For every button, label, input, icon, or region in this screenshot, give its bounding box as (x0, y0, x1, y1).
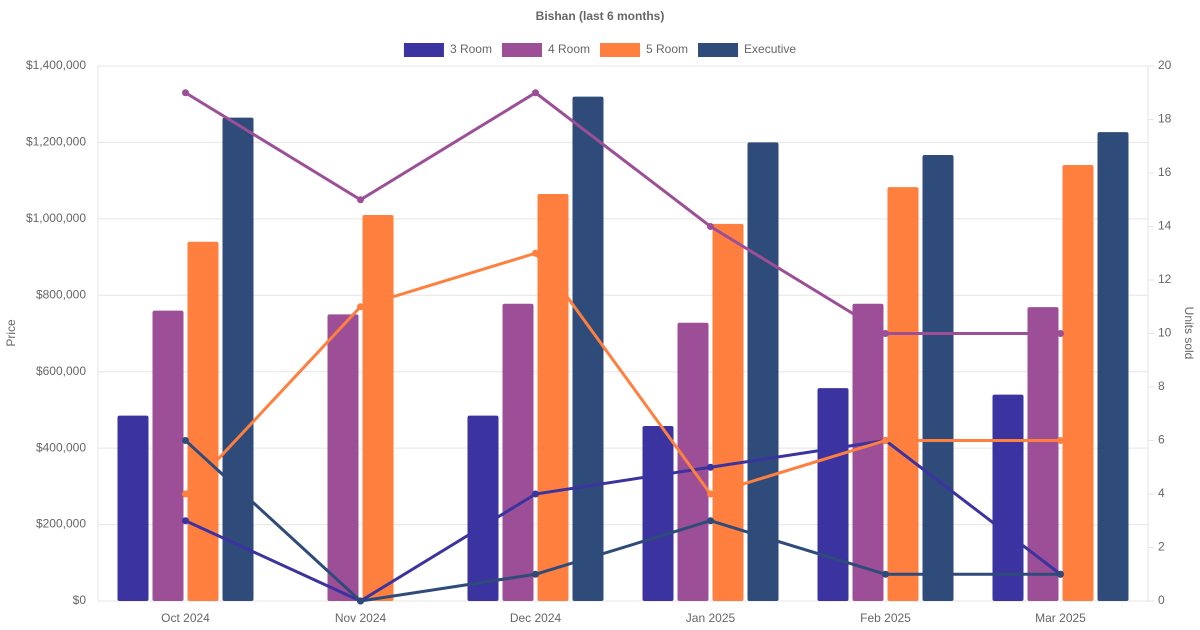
bar (187, 241, 219, 602)
legend-swatch (403, 43, 444, 57)
y-tick-label: $200,000 (36, 517, 86, 531)
y2-tick-label: 2 (1158, 540, 1165, 554)
line-point (182, 490, 189, 498)
bar (992, 394, 1024, 601)
legend-label: 5 Room (646, 42, 688, 56)
line-point (357, 196, 364, 204)
bar (1027, 307, 1059, 601)
line-point (882, 570, 889, 578)
y-axis-title: Price (4, 319, 18, 347)
line-point (707, 490, 714, 498)
line-point (182, 437, 189, 444)
legend-swatch (501, 43, 542, 57)
x-tick-label: Nov 2024 (335, 611, 387, 625)
legend-swatch (698, 43, 739, 57)
bar (817, 388, 849, 601)
line-point (182, 517, 189, 525)
y2-tick-label: 6 (1158, 433, 1165, 447)
y-tick-label: $1,200,000 (26, 135, 86, 149)
bar (222, 117, 254, 601)
y2-axis-title: Units sold (1182, 307, 1196, 360)
chart-title: Bishan (last 6 months) (536, 9, 665, 23)
bar (117, 415, 149, 601)
line-point (182, 89, 189, 97)
y2-tick-label: 16 (1158, 165, 1172, 179)
bar (537, 194, 569, 601)
x-tick-label: Dec 2024 (510, 611, 562, 625)
bar (642, 425, 674, 601)
bar (327, 314, 359, 601)
y2-tick-label: 8 (1158, 379, 1165, 393)
line-point (707, 517, 714, 525)
legend-swatch (600, 43, 640, 57)
bar (467, 415, 499, 601)
y2-tick-label: 4 (1158, 486, 1165, 500)
line-point (1057, 330, 1064, 337)
x-tick-label: Jan 2025 (686, 611, 736, 625)
line (184, 438, 1062, 603)
x-tick-label: Oct 2024 (161, 611, 210, 625)
line-point (532, 490, 539, 498)
y2-tick-label: 0 (1158, 593, 1165, 607)
line-point (1057, 437, 1064, 444)
line-point (707, 223, 714, 230)
x-tick-label: Mar 2025 (1035, 611, 1086, 625)
bar (747, 142, 779, 601)
y2-tick-label: 18 (1158, 112, 1172, 126)
line-point (882, 437, 889, 444)
bar (152, 310, 184, 601)
y-tick-label: $600,000 (36, 364, 86, 378)
line (184, 439, 1061, 603)
y2-tick-label: 12 (1158, 272, 1172, 286)
y2-tick-label: 14 (1158, 219, 1172, 233)
bar (572, 96, 604, 602)
legend-label: 3 Room (450, 42, 492, 56)
y-tick-label: $1,400,000 (26, 58, 86, 72)
bar (712, 223, 744, 601)
legend-label: Executive (744, 42, 796, 56)
line (184, 251, 1061, 496)
line-point (532, 249, 539, 257)
y-tick-label: $1,000,000 (26, 211, 86, 225)
y2-tick-label: 20 (1158, 58, 1172, 72)
line-point (1057, 570, 1064, 578)
line-point (882, 330, 889, 337)
y-tick-label: $800,000 (36, 287, 86, 301)
y-tick-label: $0 (73, 593, 87, 607)
line-point (357, 303, 364, 311)
legend-label: 4 Room (548, 42, 590, 56)
line-point (532, 570, 539, 578)
bar (1097, 132, 1129, 601)
line (184, 90, 1061, 335)
line-point (357, 597, 364, 605)
bar (1062, 164, 1094, 601)
line-point (532, 89, 539, 97)
y2-tick-label: 10 (1158, 326, 1172, 340)
bar (502, 303, 534, 601)
bar (362, 215, 394, 602)
line-point (707, 463, 714, 471)
bar (922, 155, 954, 601)
bar (852, 303, 884, 601)
x-tick-label: Feb 2025 (860, 611, 911, 625)
bar (677, 322, 709, 601)
y-tick-label: $400,000 (36, 440, 86, 454)
bar (887, 187, 919, 601)
